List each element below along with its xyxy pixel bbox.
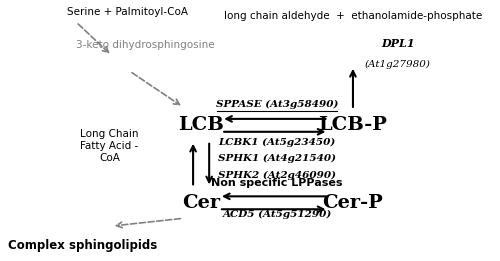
Text: SPHK1 (At4g21540): SPHK1 (At4g21540) bbox=[218, 154, 336, 163]
Text: 3-keto dihydrosphingosine: 3-keto dihydrosphingosine bbox=[76, 40, 214, 50]
Text: Cer-P: Cer-P bbox=[322, 194, 384, 212]
Text: Non specific LPPases: Non specific LPPases bbox=[212, 179, 343, 188]
Text: LCB: LCB bbox=[178, 116, 224, 134]
Text: SPHK2 (At2g46090): SPHK2 (At2g46090) bbox=[218, 171, 336, 180]
Text: ACD5 (At5g51290): ACD5 (At5g51290) bbox=[222, 210, 332, 219]
Text: Cer: Cer bbox=[182, 194, 220, 212]
Text: SPPASE (At3g58490): SPPASE (At3g58490) bbox=[216, 100, 338, 109]
Text: Serine + Palmitoyl-CoA: Serine + Palmitoyl-CoA bbox=[67, 7, 188, 17]
Text: DPL1: DPL1 bbox=[381, 38, 414, 50]
Text: LCB-P: LCB-P bbox=[318, 116, 388, 134]
Text: long chain aldehyde  +  ethanolamide-phosphate: long chain aldehyde + ethanolamide-phosp… bbox=[224, 11, 482, 21]
Text: Complex sphingolipids: Complex sphingolipids bbox=[8, 239, 158, 252]
Text: (At1g27980): (At1g27980) bbox=[364, 60, 430, 69]
Text: Long Chain
Fatty Acid -
CoA: Long Chain Fatty Acid - CoA bbox=[80, 129, 139, 163]
Text: LCBK1 (At5g23450): LCBK1 (At5g23450) bbox=[218, 138, 336, 147]
